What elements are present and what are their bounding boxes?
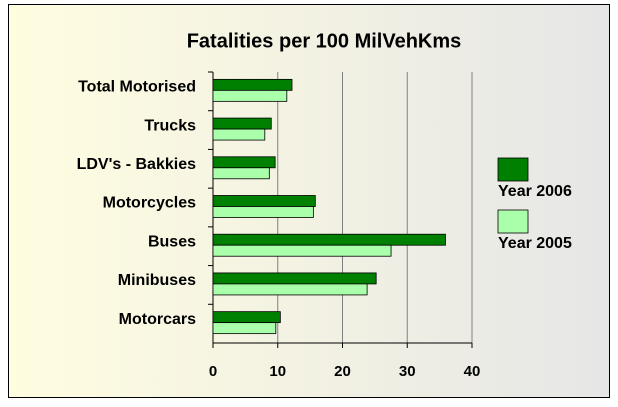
bar — [212, 156, 276, 169]
x-tick-label: 20 — [334, 363, 351, 380]
y-tick-label: Trucks — [144, 117, 196, 134]
bar — [212, 78, 293, 91]
y-tick-label: Total Motorised — [78, 79, 196, 96]
bar — [212, 244, 392, 257]
y-tick-label: Buses — [148, 233, 196, 250]
legend-swatch — [497, 157, 529, 182]
bar — [212, 89, 288, 102]
legend-label: Year 2006 — [498, 183, 572, 200]
bar — [212, 272, 377, 285]
legend-swatch — [497, 209, 529, 234]
bar — [212, 322, 277, 335]
y-tick-label: LDV's - Bakkies — [77, 156, 197, 173]
x-tick-label: 10 — [269, 363, 286, 380]
x-tick-label: 0 — [209, 363, 217, 380]
bar — [212, 233, 446, 246]
y-tick-label: Motorcycles — [103, 195, 196, 212]
bar — [212, 117, 272, 130]
bar — [212, 167, 270, 180]
bar — [212, 195, 316, 207]
bar — [212, 283, 368, 296]
bar — [212, 206, 314, 218]
bar — [212, 128, 266, 141]
y-tick-label: Motorcars — [119, 311, 196, 328]
bar — [212, 311, 281, 324]
x-tick-label: 30 — [399, 363, 416, 380]
chart-title: Fatalities per 100 MilVehKms — [187, 30, 462, 52]
x-tick-label: 40 — [464, 363, 481, 380]
legend-label: Year 2005 — [498, 235, 572, 252]
y-tick-label: Minibuses — [118, 272, 196, 289]
